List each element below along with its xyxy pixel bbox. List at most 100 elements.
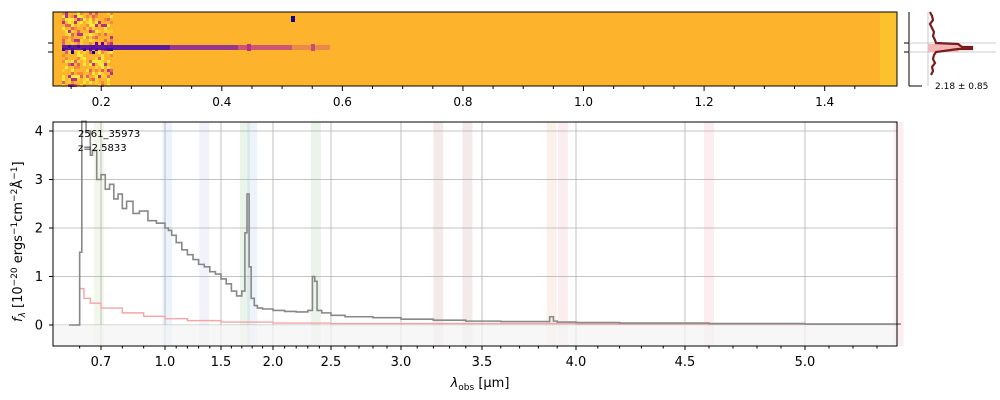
spectrum-2d-trace (306, 45, 308, 50)
spectrum-2d-trace (240, 45, 242, 50)
spectrum-2d-xticks: 0.2 0.4 0.6 0.8 1.0 1.2 1.4 (70, 86, 856, 109)
spectrum-2d-pixel (95, 15, 98, 18)
spectrum-2d-pixel (62, 42, 65, 45)
spectrum-2d-pixel (83, 78, 86, 81)
line-band (93, 122, 104, 346)
spectrum-2d-pixel (65, 15, 68, 18)
spectrum-2d-pixel (83, 33, 86, 36)
spectrum-2d-pixel (101, 63, 104, 66)
spectrum-2d-emission (247, 44, 251, 51)
spectrum-2d-pixel (77, 30, 80, 33)
spectrum-2d-trace (264, 45, 266, 50)
spectrum-2d-pixel (71, 24, 74, 27)
spectrum-2d-pixel (110, 30, 113, 33)
spectrum-2d-trace (180, 45, 182, 50)
spectrum-2d-pixel (95, 81, 98, 84)
spectrum-2d-trace (326, 45, 328, 50)
spectrum-2d-pixel (89, 69, 92, 72)
spectrum-2d-xtick-label: 1.0 (574, 95, 593, 109)
spectrum-2d-trace (200, 45, 202, 50)
spectrum-2d-trace (212, 45, 214, 50)
spectrum-2d-pixel (291, 16, 295, 22)
spectrum-2d-pixel (98, 72, 101, 75)
spectrum-2d-pixel (89, 36, 92, 39)
spectrum-2d-trace (80, 45, 82, 50)
spectrum-2d-pixel (92, 33, 95, 36)
spectrum-2d-trace (138, 45, 140, 50)
spectrum-2d-pixel (83, 57, 86, 60)
spectrum-2d-pixel (68, 33, 71, 36)
spectrum-2d-heatmap (62, 12, 897, 87)
spectrum-2d-pixel (83, 75, 86, 78)
spectrum-2d-trace (188, 45, 190, 50)
spectrum-2d-pixel (107, 42, 110, 45)
spectrum-2d-pixel (77, 15, 80, 18)
spectrum-2d-trace (154, 45, 156, 50)
spectrum-2d-pixel (62, 27, 65, 30)
spectrum-2d-pixel (110, 72, 113, 75)
x-tick-label: 0.7 (91, 355, 112, 370)
spectrum-2d-trace (144, 45, 146, 50)
spectrum-2d-pixel (89, 63, 92, 66)
spectrum-2d-frame (52, 11, 898, 87)
spectrum-2d-pixel (89, 78, 92, 81)
spectrum-2d-xtick-label: 0.6 (333, 95, 352, 109)
spectrum-2d-pixel (65, 30, 68, 33)
object-id-label: 2561_35973 (78, 129, 140, 140)
spectrum-2d-pixel (71, 69, 74, 72)
spatial-profile-panel: 2.18 ± 0.85 (904, 11, 996, 92)
spectrum-2d-trace (82, 45, 84, 50)
spectrum-2d-trace (106, 45, 108, 50)
spectrum-2d-pixel (98, 63, 101, 66)
spectrum-2d-trace (174, 45, 176, 50)
spectrum-2d-pixel (110, 69, 113, 72)
spectrum-2d-pixel (71, 60, 74, 63)
line-band (247, 122, 258, 346)
spectrum-2d-trace (238, 45, 240, 50)
flux-series (69, 120, 901, 326)
spectrum-2d-pixel (95, 12, 98, 15)
spectrum-2d-pixel (95, 18, 98, 21)
spectrum-2d-trace (72, 45, 74, 50)
spectrum-2d-trace (308, 45, 310, 50)
spectrum-2d-pixel (101, 57, 104, 60)
spectrum-2d-pixel (101, 24, 104, 27)
spectrum-2d-trace (162, 45, 164, 50)
spectrum-2d-xtick-label: 1.4 (815, 95, 834, 109)
spectrum-2d-pixel (71, 36, 74, 39)
spectrum-2d-pixel (86, 21, 89, 24)
spectrum-2d-pixel (107, 66, 110, 69)
spectrum-2d-pixel (86, 78, 89, 81)
spectrum-2d-pixel (110, 12, 113, 15)
x-tick-label: 1.0 (155, 355, 176, 370)
spectrum-2d-trace (104, 45, 106, 50)
spectrum-2d-trace (292, 45, 294, 50)
spectrum-2d-trace (294, 45, 296, 50)
spectrum-2d-trace (130, 45, 132, 50)
spectrum-2d-trace (254, 45, 256, 50)
spectrum-2d-pixel (77, 66, 80, 69)
spectrum-2d-pixel (71, 39, 74, 42)
spectrum-2d-trace (150, 45, 152, 50)
negative-region (53, 325, 897, 346)
spectrum-2d-trace (260, 45, 262, 50)
spectrum-2d-pixel (80, 75, 83, 78)
spectrum-2d-pixel (71, 72, 74, 75)
spectrum-2d-pixel (80, 57, 83, 60)
spectrum-2d-trace (272, 45, 274, 50)
spectrum-2d-trace (166, 45, 168, 50)
spectrum-2d-pixel (83, 36, 86, 39)
spectrum-2d-pixel (95, 66, 98, 69)
spectrum-2d-trace (280, 45, 282, 50)
spectrum-2d-pixel (68, 18, 71, 21)
line-band (546, 122, 557, 346)
spectrum-2d-pixel (71, 66, 74, 69)
spectrum-2d-trace (102, 45, 104, 50)
spectrum-2d-pixel (74, 39, 77, 42)
spectrum-2d-trace (198, 45, 200, 50)
spectrum-2d-pixel (104, 18, 107, 21)
spectrum-2d-pixel (101, 60, 104, 63)
spectrum-2d-pixel (77, 60, 80, 63)
y-tick-label: 2 (35, 222, 43, 237)
spectrum-1d-panel: 0 1 2 3 4 0.7 1.0 1.5 2.0 2.5 3.0 3.5 4.0 4.5 5.0 256… (10, 120, 904, 393)
